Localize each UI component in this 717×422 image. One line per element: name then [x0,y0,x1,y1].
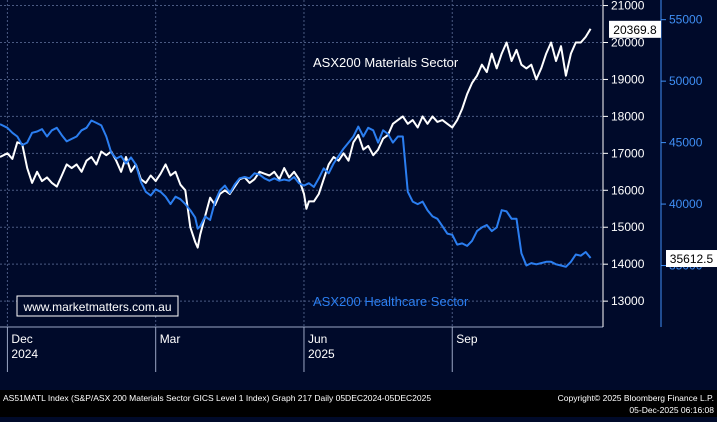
right-scale-tick-label: 40000 [669,197,703,211]
left-scale-tick-label: 16000 [611,183,645,197]
footer-index-description: AS51MATL Index (S&P/ASX 200 Materials Se… [3,393,431,403]
left-scale-tick-label: 19000 [611,72,645,86]
last-value-healthcare: 35612.5 [670,252,714,266]
left-scale-tick-label: 20000 [611,35,645,49]
left-scale-tick-label: 13000 [611,294,645,308]
series-label-healthcare: ASX200 Healthcare Sector [313,294,469,309]
last-value-box-healthcare [666,250,717,268]
x-tick-label: Mar [160,332,181,346]
series-line-materials [0,28,592,249]
series-line-healthcare [0,119,592,268]
footer-copyright: Copyright© 2025 Bloomberg Finance L.P. [558,393,714,403]
last-value-box-materials [609,20,661,38]
left-scale-tick-label: 18000 [611,109,645,123]
watermark-text: www.marketmatters.com.au [22,300,171,314]
left-scale-tick-label: 14000 [611,257,645,271]
x-tick-label: Dec [11,332,32,346]
left-scale-tick-label: 15000 [611,220,645,234]
series-label-materials: ASX200 Materials Sector [313,55,459,70]
footer-timestamp: 05-Dec-2025 06:16:08 [629,405,714,415]
left-scale-tick-label: 21000 [611,0,645,13]
last-value-materials: 20369.8 [613,23,657,37]
footer-layer: AS51MATL Index (S&P/ASX 200 Materials Se… [0,390,717,417]
right-scale-tick-label: 55000 [669,13,703,27]
left-scale-tick-label: 17000 [611,146,645,160]
x-tick-year-label: 2025 [308,347,335,361]
x-tick-label: Sep [456,332,478,346]
right-scale-tick-label: 50000 [669,74,703,88]
series-layer [0,28,592,268]
footer-background [0,390,717,417]
x-tick-label: Jun [308,332,327,346]
label-layer: ASX200 Materials Sector ASX200 Healthcare… [16,20,717,317]
x-tick-year-label: 2024 [11,347,38,361]
right-scale-tick-label: 45000 [669,136,703,150]
watermark-box [16,295,179,317]
